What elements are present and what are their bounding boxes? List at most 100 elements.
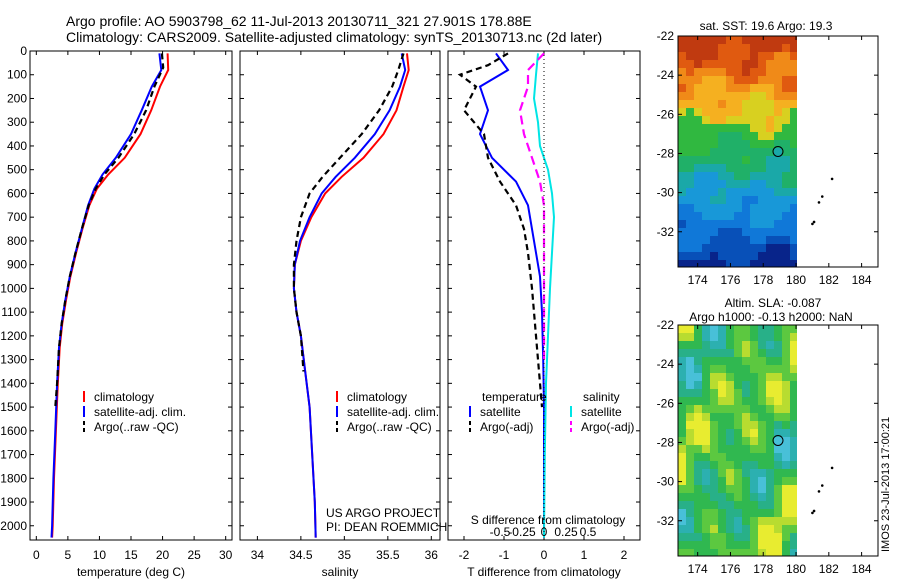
heatmap-cell: [790, 461, 797, 469]
heatmap-cell: [734, 52, 742, 60]
heatmap-cell: [742, 68, 750, 76]
heatmap-cell: [774, 220, 782, 228]
heatmap-cell: [694, 389, 702, 397]
heatmap-cell: [758, 381, 766, 389]
heatmap-cell: [678, 92, 686, 100]
heatmap-cell: [782, 108, 790, 116]
heatmap-cell: [750, 541, 758, 549]
heatmap-cell: [686, 52, 694, 60]
heatmap-cell: [774, 325, 782, 333]
heatmap-cell: [678, 421, 686, 429]
heatmap-cell: [782, 100, 790, 108]
heatmap-cell: [726, 525, 734, 533]
heatmap-cell: [766, 84, 774, 92]
heatmap-cell: [758, 429, 766, 437]
heatmap-cell: [694, 236, 702, 244]
y-tick-label: -22: [657, 318, 675, 332]
heatmap-cell: [718, 244, 726, 252]
heatmap-cell: [750, 509, 758, 517]
heatmap-cell: [686, 381, 694, 389]
heatmap-cell: [702, 148, 710, 156]
heatmap-cell: [774, 453, 782, 461]
heatmap-cell: [710, 196, 718, 204]
heatmap-cell: [766, 212, 774, 220]
heatmap-cell: [702, 188, 710, 196]
heatmap-cell: [790, 108, 797, 116]
x-tick-label: 176: [720, 273, 740, 287]
heatmap-cell: [782, 525, 790, 533]
chart-title-line1: Argo profile: AO 5903798_62 11-Jul-2013 …: [66, 13, 532, 29]
heatmap-cell: [678, 52, 686, 60]
heatmap-cell: [678, 445, 686, 453]
series-line-salinity-1: [292, 53, 407, 538]
heatmap-cell: [758, 421, 766, 429]
heatmap-cell: [758, 204, 766, 212]
heatmap-cell: [734, 333, 742, 341]
heatmap-cell: [718, 204, 726, 212]
heatmap-cell: [702, 517, 710, 525]
heatmap-cell: [718, 389, 726, 397]
heatmap-cell: [702, 108, 710, 116]
heatmap-cell: [758, 140, 766, 148]
heatmap-cell: [734, 421, 742, 429]
map-subtitle: Argo h1000: -0.13 h2000: NaN: [689, 310, 852, 324]
heatmap-cell: [742, 325, 750, 333]
heatmap-cell: [790, 100, 797, 108]
heatmap-cell: [790, 413, 797, 421]
heatmap-cell: [734, 172, 742, 180]
heatmap-cell: [726, 341, 734, 349]
heatmap-cell: [742, 52, 750, 60]
heatmap-cell: [782, 236, 790, 244]
heatmap-cell: [686, 100, 694, 108]
heatmap-cell: [678, 212, 686, 220]
heatmap-cell: [782, 381, 790, 389]
heatmap-cell: [686, 405, 694, 413]
heatmap-cell: [702, 100, 710, 108]
heatmap-cell: [790, 373, 797, 381]
heatmap-cell: [686, 429, 694, 437]
heatmap-cell: [734, 76, 742, 84]
heatmap-cell: [726, 437, 734, 445]
heatmap-cell: [710, 116, 718, 124]
heatmap-cell: [710, 373, 718, 381]
heatmap-cell: [686, 437, 694, 445]
heatmap-cell: [766, 252, 774, 260]
heatmap-cell: [718, 437, 726, 445]
heatmap-cell: [758, 92, 766, 100]
heatmap-cell: [774, 36, 782, 44]
legend-label: Argo(..raw -QC): [94, 420, 179, 434]
heatmap-cell: [694, 461, 702, 469]
x-tick-label: 180: [786, 562, 806, 576]
island-dot: [820, 195, 824, 198]
heatmap-cell: [758, 373, 766, 381]
heatmap-cell: [686, 36, 694, 44]
heatmap-cell: [734, 36, 742, 44]
heatmap-cell: [686, 60, 694, 68]
heatmap-cell: [718, 52, 726, 60]
heatmap-cell: [710, 381, 718, 389]
heatmap-cell: [782, 156, 790, 164]
heatmap-cell: [678, 525, 686, 533]
heatmap-cell: [766, 140, 774, 148]
heatmap-cell: [710, 461, 718, 469]
heatmap-cell: [742, 196, 750, 204]
heatmap-cell: [678, 533, 686, 541]
x-tick-label: 184: [852, 562, 872, 576]
heatmap-cell: [726, 76, 734, 84]
heatmap-cell: [694, 188, 702, 196]
heatmap-cell: [734, 365, 742, 373]
heatmap-cell: [686, 397, 694, 405]
heatmap-cell: [774, 148, 782, 156]
heatmap-cell: [734, 220, 742, 228]
heatmap-cell: [758, 397, 766, 405]
heatmap-cell: [734, 389, 742, 397]
heatmap-cell: [718, 84, 726, 92]
s-tick-label: -0.5: [490, 525, 511, 539]
heatmap-cell: [790, 244, 797, 252]
heatmap-cell: [766, 333, 774, 341]
heatmap-cell: [694, 437, 702, 445]
heatmap-cell: [678, 156, 686, 164]
heatmap-cell: [742, 44, 750, 52]
heatmap-cell: [774, 132, 782, 140]
heatmap-cell: [710, 397, 718, 405]
